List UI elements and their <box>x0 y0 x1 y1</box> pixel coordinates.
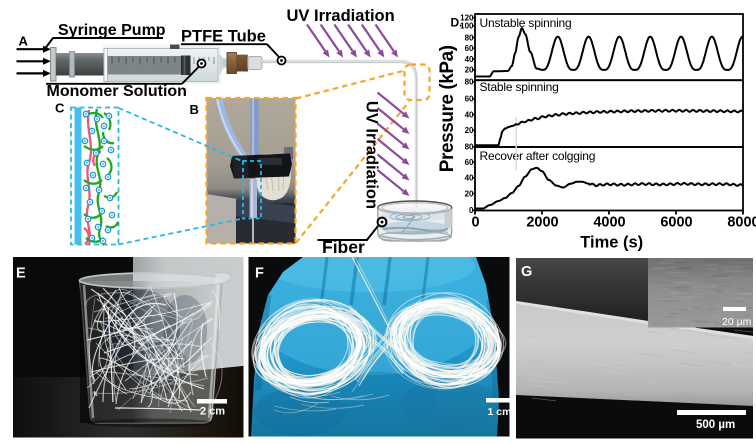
svg-text:1 cm: 1 cm <box>488 406 512 418</box>
svg-text:UV Irradiation: UV Irradiation <box>287 7 395 25</box>
svg-text:100: 100 <box>460 22 474 31</box>
svg-text:Stable spinning: Stable spinning <box>480 80 559 94</box>
svg-text:UV Irradiation: UV Irradiation <box>363 101 381 209</box>
svg-text:500 µm: 500 µm <box>696 419 735 431</box>
svg-text:B: B <box>190 102 199 117</box>
svg-text:0: 0 <box>469 206 474 215</box>
svg-text:Pressure (kPa): Pressure (kPa) <box>437 45 458 172</box>
svg-text:A: A <box>19 34 29 49</box>
svg-text:C: C <box>55 101 65 116</box>
svg-text:Monomer Solution: Monomer Solution <box>47 83 187 100</box>
svg-text:60: 60 <box>465 158 474 167</box>
svg-text:60: 60 <box>465 95 474 104</box>
svg-text:6000: 6000 <box>660 215 692 231</box>
svg-text:Recover after colgging: Recover after colgging <box>480 149 596 163</box>
svg-text:20: 20 <box>465 66 474 75</box>
svg-text:G: G <box>521 264 532 280</box>
svg-text:80: 80 <box>465 143 474 152</box>
svg-text:40: 40 <box>465 111 474 120</box>
svg-text:8000: 8000 <box>727 215 756 231</box>
svg-text:2000: 2000 <box>526 215 558 231</box>
svg-text:Unstable spinning: Unstable spinning <box>480 16 572 30</box>
svg-text:20: 20 <box>465 189 474 198</box>
svg-text:40: 40 <box>465 174 474 183</box>
svg-text:20 µm: 20 µm <box>722 316 752 328</box>
svg-text:0: 0 <box>471 215 479 231</box>
svg-text:2 cm: 2 cm <box>200 406 225 418</box>
svg-text:40: 40 <box>465 55 474 64</box>
svg-text:80: 80 <box>465 33 474 42</box>
svg-text:PTFE Tube: PTFE Tube <box>181 28 266 46</box>
svg-text:120: 120 <box>460 14 474 23</box>
svg-text:80: 80 <box>465 78 474 87</box>
svg-text:E: E <box>16 266 26 282</box>
svg-text:Time (s): Time (s) <box>580 234 643 252</box>
svg-text:60: 60 <box>465 44 474 53</box>
svg-text:4000: 4000 <box>593 215 625 231</box>
svg-text:Fiber: Fiber <box>322 237 365 257</box>
svg-text:D.: D. <box>451 16 463 30</box>
svg-text:20: 20 <box>465 126 474 135</box>
svg-text:Syringe Pump: Syringe Pump <box>58 22 166 39</box>
svg-text:F: F <box>255 266 264 282</box>
